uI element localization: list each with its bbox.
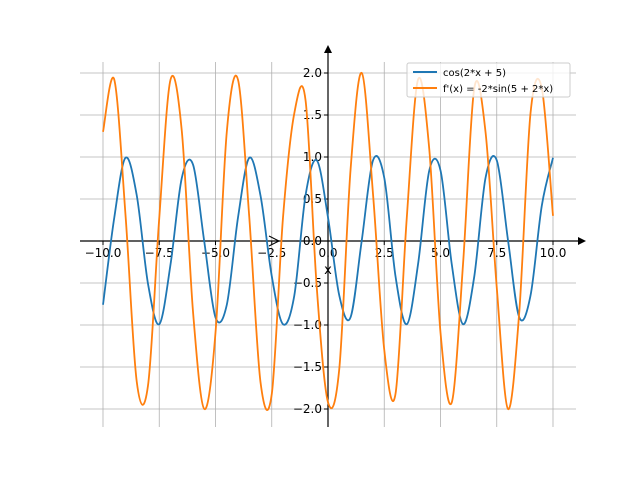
y-tick-label: 2.0 (303, 66, 322, 80)
x-tick-label: −7.5 (145, 246, 174, 260)
tick-labels: −10.0 −7.5 −5.0 −2.5 0.0 2.5 5.0 7.5 10.02.01.51… (85, 66, 567, 416)
x-tick-label: 0.0 (318, 246, 337, 260)
legend-label-cos: cos(2*x + 5) (443, 68, 506, 79)
x-tick-label: 7.5 (487, 246, 506, 260)
legend-frame (406, 62, 571, 98)
x-tick-label: −2.5 (257, 246, 286, 260)
y-tick-label: −1.0 (293, 318, 322, 332)
y-tick-label: −1.5 (293, 360, 322, 374)
y-tick-label: −0.5 (293, 276, 322, 290)
x-tick-label: −5.0 (201, 246, 230, 260)
x-tick-label: 5.0 (431, 246, 450, 260)
y-axis-arrow (324, 45, 332, 53)
legend: cos(2*x + 5) f'(x) = -2*sin(5 + 2*x) (406, 62, 571, 98)
x-direction-marker (268, 235, 281, 247)
legend-label-derivative: f'(x) = -2*sin(5 + 2*x) (443, 84, 553, 95)
x-axis-arrow (578, 237, 586, 245)
series-line-0 (102, 155, 554, 326)
axes (80, 45, 586, 427)
x-tick-label: 10.0 (540, 246, 567, 260)
y-tick-label: 0.0 (303, 234, 322, 248)
y-tick-label: −2.0 (293, 402, 322, 416)
y-tick-label: 1.0 (303, 150, 322, 164)
x-tick-label: 2.5 (375, 246, 394, 260)
x-tick-label: −10.0 (85, 246, 122, 260)
x-axis-label: x (324, 263, 332, 278)
